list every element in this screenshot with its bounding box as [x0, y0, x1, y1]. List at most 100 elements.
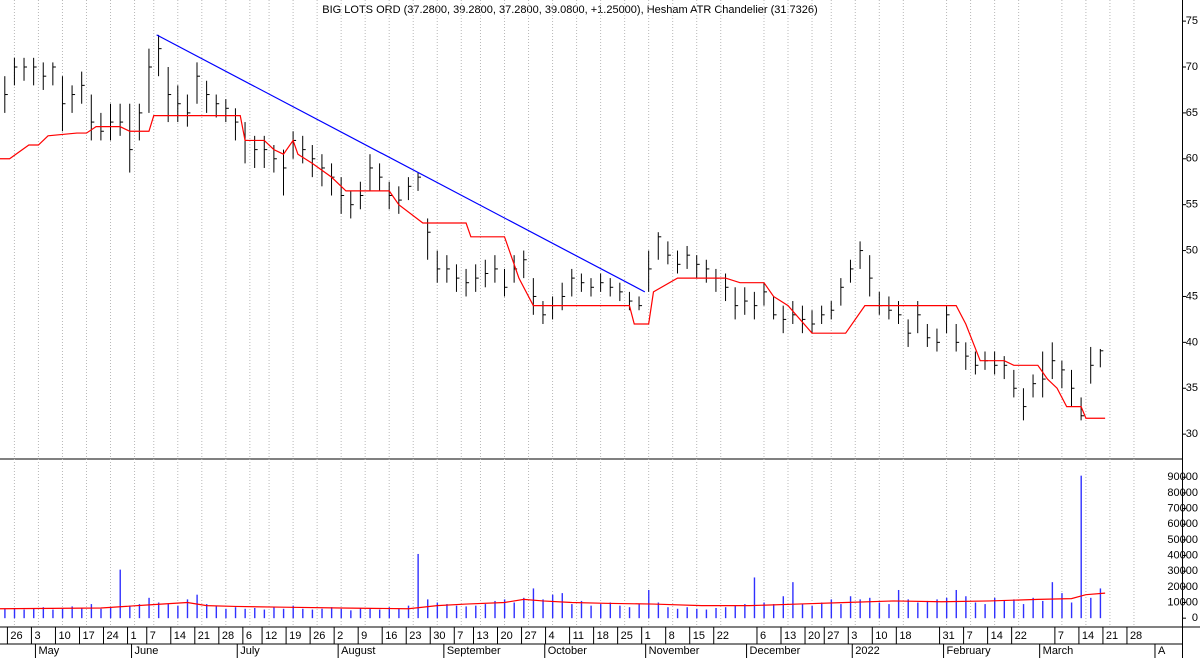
x-tick-label: 22 [1015, 630, 1027, 642]
volume-bar [157, 602, 160, 619]
month-label: October [548, 645, 587, 657]
volume-bar [330, 607, 333, 619]
volume-bar [71, 606, 73, 619]
x-tick-label: 14 [174, 630, 186, 642]
x-tick-label: 26 [10, 630, 22, 642]
volume-bar [753, 577, 756, 619]
x-tick-label: 17 [82, 630, 94, 642]
volume-bar [715, 607, 717, 619]
volume-bar [42, 607, 45, 619]
volume-bar [724, 607, 727, 619]
volume-average-line [0, 592, 1106, 610]
month-label: September [447, 645, 501, 657]
volume-bar [129, 605, 131, 619]
x-tick-label: 16 [385, 630, 397, 642]
x-tick-label: 12 [265, 630, 277, 642]
x-tick-label: 4 [549, 630, 555, 642]
volume-bar [619, 605, 621, 619]
volume-bar [206, 604, 208, 619]
volume-bar [801, 604, 804, 619]
volume-bar [763, 602, 765, 619]
x-tick-label: 6 [246, 630, 252, 642]
x-tick-label: 24 [107, 630, 119, 642]
y-tick-label: 55 [1186, 199, 1198, 211]
volume-bar [878, 602, 881, 619]
volume-bar [945, 597, 948, 619]
volume-bar [177, 605, 179, 619]
month-label: May [38, 645, 59, 657]
x-tick-label: 8 [669, 630, 675, 642]
x-tick-label: 22 [717, 630, 729, 642]
x-tick-label: 18 [597, 630, 609, 642]
volume-bar [984, 604, 986, 619]
volume-bar [667, 607, 669, 619]
volume-bar [523, 597, 525, 619]
volume-bar [33, 608, 35, 619]
volume-bar [561, 593, 563, 619]
volume-bar [830, 599, 833, 619]
volume-bar [955, 589, 957, 619]
volume-bar [994, 597, 996, 619]
volume-bar [292, 605, 294, 619]
y-tick-label: 30000 [1167, 565, 1198, 577]
y-tick-label: 60000 [1167, 518, 1198, 530]
volume-bar [4, 608, 6, 619]
x-tick-label: 18 [899, 630, 911, 642]
volume-bar [90, 604, 93, 619]
volume-bar [321, 608, 323, 619]
month-label: June [135, 645, 159, 657]
volume-bar [580, 600, 583, 619]
volume-bar [792, 582, 794, 619]
volume-bar [81, 607, 83, 619]
volume-bar [859, 599, 861, 619]
x-tick-label: 14 [991, 630, 1003, 642]
month-label: August [341, 645, 375, 657]
x-tick-label: 25 [621, 630, 633, 642]
x-tick-label: 27 [525, 630, 537, 642]
volume-bar [417, 553, 419, 619]
y-tick-label: 75 [1186, 15, 1198, 27]
volume-bar [109, 607, 112, 619]
volume-bar [542, 599, 544, 619]
x-tick-label: 27 [827, 630, 839, 642]
volume-bar [917, 602, 919, 619]
volume-bar [225, 608, 227, 619]
volume-bar [475, 605, 477, 619]
volume-bar [772, 604, 775, 619]
x-tick-label: 7 [1058, 630, 1064, 642]
volume-bar [359, 607, 362, 619]
volume-bar [148, 597, 150, 619]
x-tick-label: 13 [476, 630, 488, 642]
x-tick-label: 7 [967, 630, 973, 642]
volume-bar [407, 605, 410, 619]
volume-bar [1061, 593, 1063, 619]
month-label: 2022 [855, 645, 879, 657]
y-tick-label: 40000 [1167, 549, 1198, 561]
month-label: February [947, 645, 992, 657]
volume-bar [13, 607, 16, 619]
x-tick-label: 1 [131, 630, 137, 642]
volume-bar [609, 602, 612, 619]
x-tick-label: 13 [784, 630, 796, 642]
y-tick-label: 30 [1186, 428, 1198, 440]
volume-bar [186, 599, 189, 619]
y-tick-label: 0 [1192, 612, 1198, 624]
volume-bar [1080, 475, 1082, 619]
x-tick-label: 28 [222, 630, 234, 642]
y-tick-label: 45 [1186, 290, 1198, 302]
volume-bar [965, 596, 967, 619]
y-tick-label: 90000 [1167, 471, 1198, 483]
volume-bar [821, 602, 823, 619]
x-tick-label: 10 [875, 630, 887, 642]
volume-bar [734, 605, 736, 619]
volume-bar [311, 609, 314, 619]
x-tick-label: 11 [573, 630, 584, 642]
x-tick-label: 20 [808, 630, 820, 642]
x-tick-label: 14 [1082, 630, 1094, 642]
x-tick-label: 21 [1106, 630, 1118, 642]
volume-bar [494, 600, 496, 619]
volume-bar [52, 609, 54, 619]
volume-bar [369, 608, 371, 619]
